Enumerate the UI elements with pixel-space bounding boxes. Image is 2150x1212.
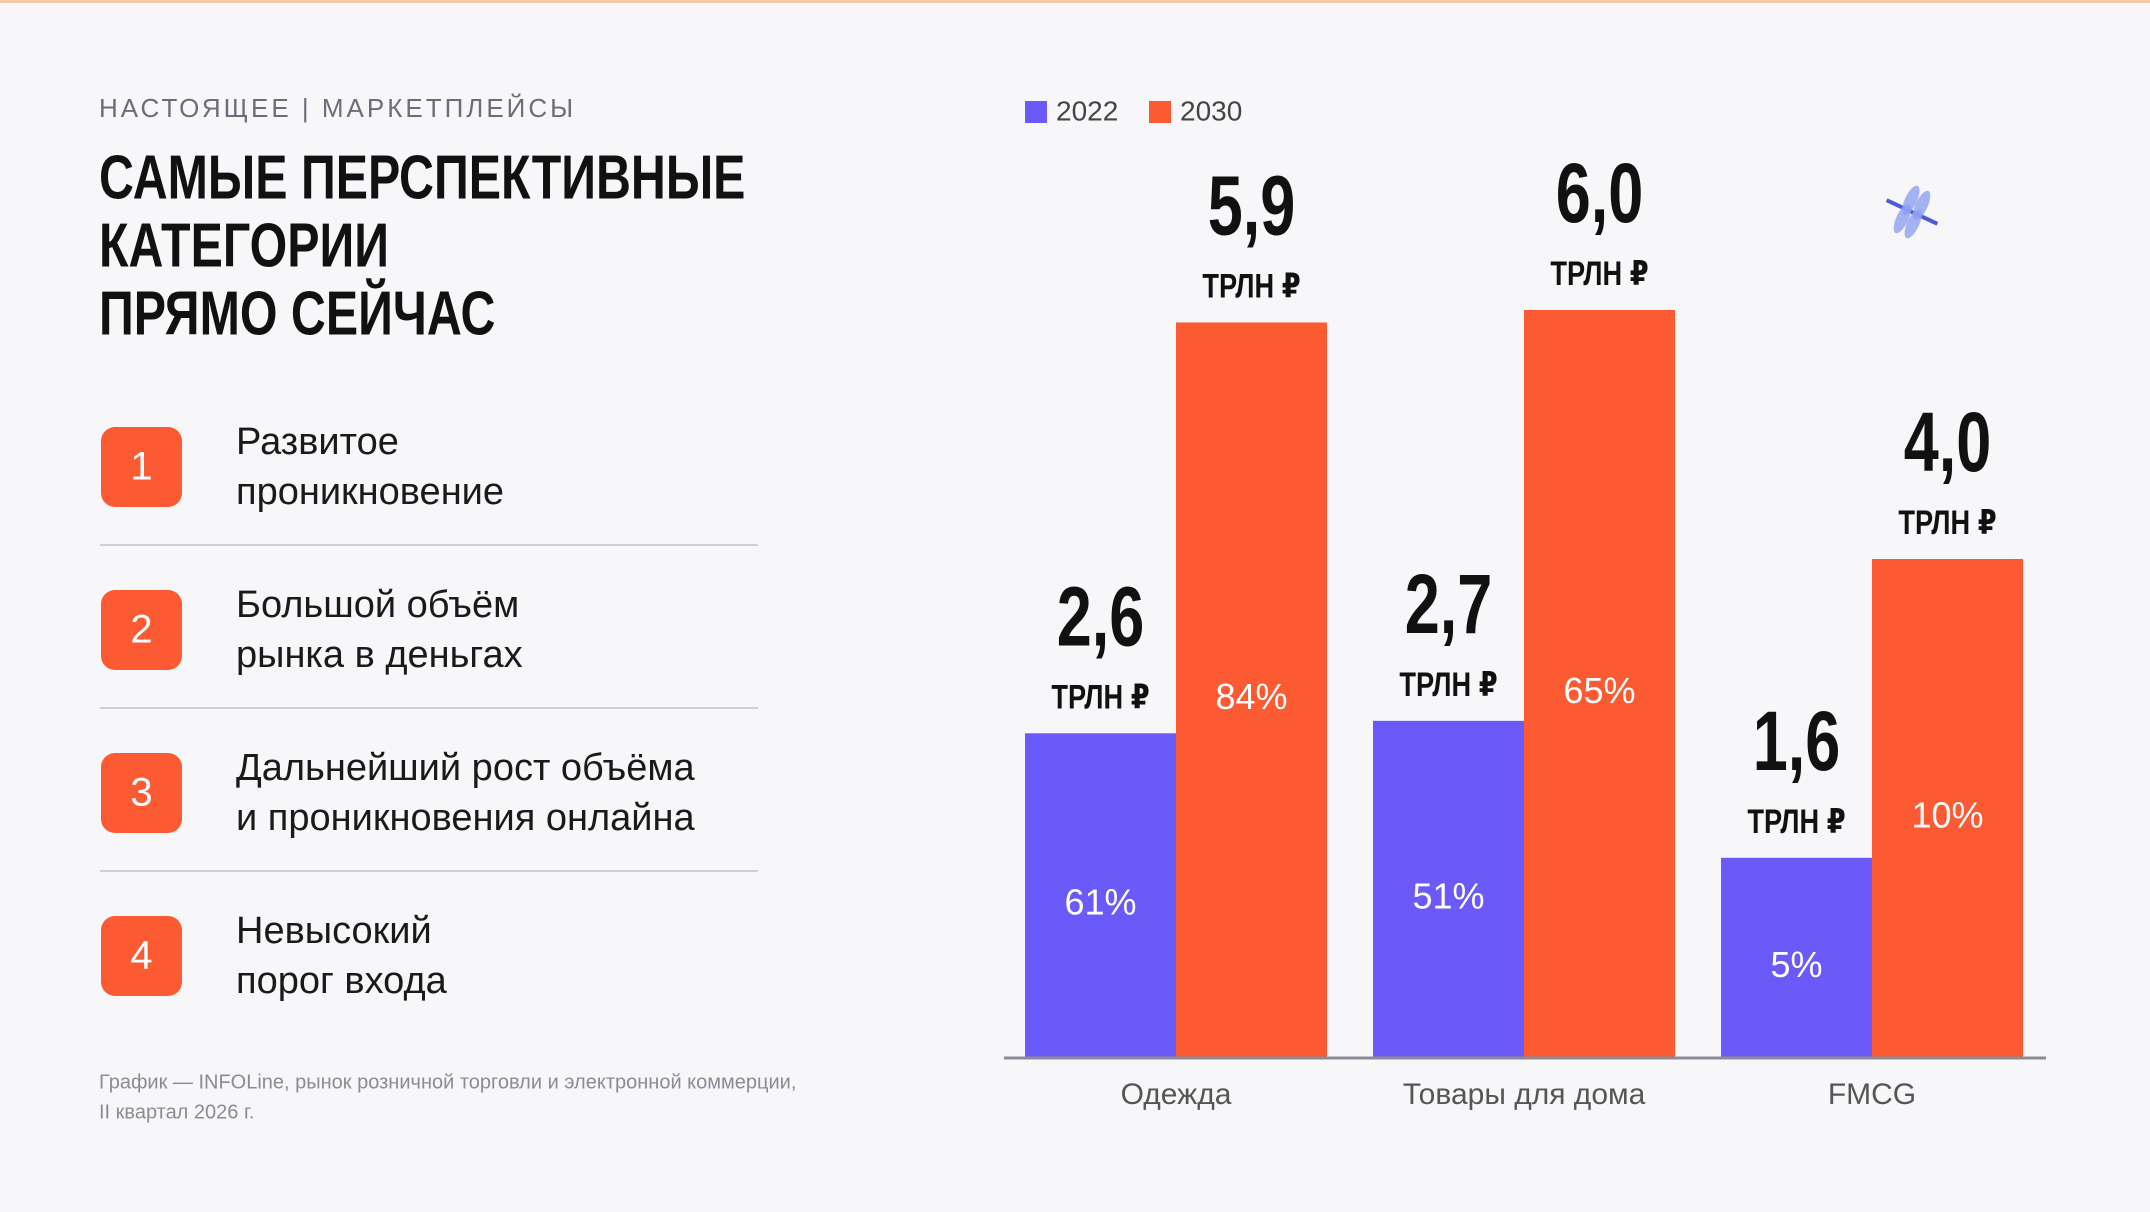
icon-wing	[1904, 208, 1922, 239]
slide-title: ПРЯМО СЕЙЧАС	[99, 278, 495, 348]
value-label: 6,0	[1556, 146, 1644, 240]
value-label: 4,0	[1904, 395, 1992, 489]
share-label: 61%	[1064, 882, 1136, 923]
item-text: Развитое	[236, 421, 399, 463]
item-text: и проникновения онлайна	[236, 797, 695, 839]
value-unit: ТРЛН ₽	[1051, 678, 1149, 716]
bar	[1721, 857, 1872, 1057]
item-badge	[101, 590, 182, 670]
share-label: 51%	[1412, 875, 1484, 916]
bar	[1176, 322, 1327, 1057]
value-label: 2,7	[1405, 557, 1493, 651]
bar	[1373, 720, 1524, 1057]
value-unit: ТРЛН ₽	[1202, 267, 1300, 305]
share-label: 5%	[1770, 944, 1822, 985]
item-number: 1	[130, 445, 152, 489]
x-tick-label: Одежда	[1121, 1078, 1232, 1111]
bar	[1025, 733, 1176, 1057]
item-text: Большой объём	[236, 584, 519, 626]
share-label: 65%	[1563, 670, 1635, 711]
item-badge	[101, 753, 182, 833]
item-badge	[101, 427, 182, 507]
dragonfly-icon	[1885, 185, 1939, 239]
value-label: 2,6	[1057, 569, 1145, 663]
item-number: 4	[130, 934, 152, 978]
item-text: порог входа	[236, 960, 448, 1002]
item-number: 2	[130, 608, 152, 652]
item-text: рынка в деньгах	[236, 634, 523, 676]
footnote: II квартал 2026 г.	[99, 1101, 254, 1123]
icon-body	[1885, 198, 1939, 226]
value-label: 1,6	[1753, 694, 1841, 788]
slide-title: КАТЕГОРИИ	[99, 211, 389, 280]
legend-swatch	[1025, 101, 1047, 123]
legend-label: 2030	[1180, 95, 1242, 126]
share-label: 84%	[1215, 676, 1287, 717]
x-tick-label: Товары для дома	[1403, 1078, 1646, 1111]
item-text: Невысокий	[236, 910, 432, 952]
share-label: 10%	[1911, 795, 1983, 836]
bar	[1872, 559, 2023, 1057]
item-text: Дальнейший рост объёма	[236, 747, 696, 789]
value-unit: ТРЛН ₽	[1399, 666, 1497, 704]
item-text: проникновение	[236, 471, 504, 513]
slide-title: САМЫЕ ПЕРСПЕКТИВНЫЕ	[99, 143, 745, 212]
legend-label: 2022	[1056, 95, 1118, 126]
item-number: 3	[130, 771, 152, 815]
legend-swatch	[1149, 101, 1171, 123]
value-label: 5,9	[1208, 159, 1296, 253]
item-badge	[101, 916, 182, 996]
icon-wing	[1893, 203, 1912, 234]
value-unit: ТРЛН ₽	[1747, 803, 1845, 841]
x-tick-label: FMCG	[1828, 1078, 1916, 1111]
top-strip	[0, 0, 2150, 3]
value-unit: ТРЛН ₽	[1898, 504, 1996, 542]
bar	[1524, 310, 1675, 1057]
footnote: График — INFOLine, рынок розничной торго…	[99, 1071, 796, 1093]
value-unit: ТРЛН ₽	[1550, 255, 1648, 293]
kicker: НАСТОЯЩЕЕ | МАРКЕТПЛЕЙСЫ	[99, 93, 576, 123]
